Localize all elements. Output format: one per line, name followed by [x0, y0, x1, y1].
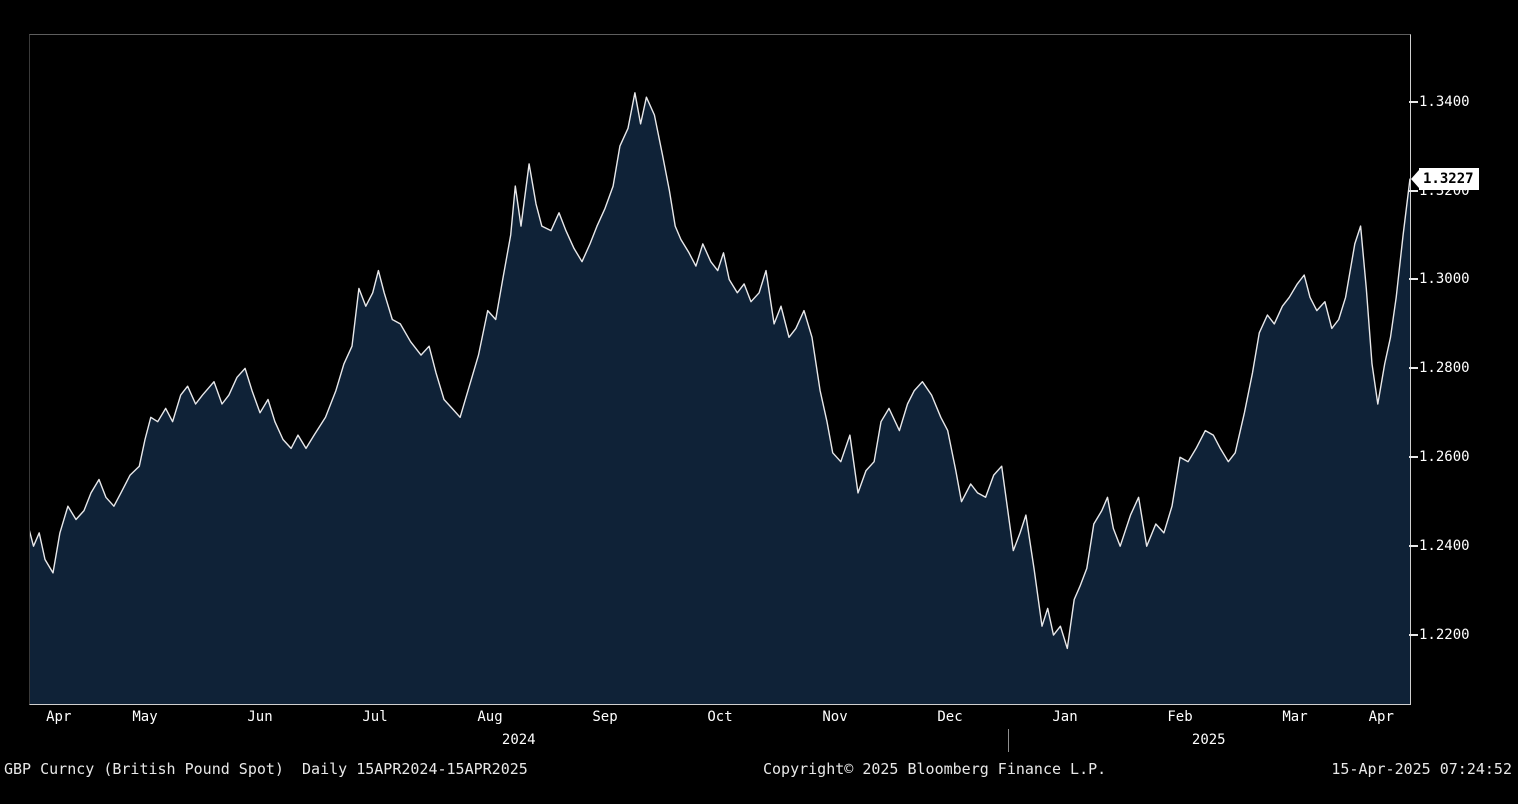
year-label: 2025	[1191, 732, 1226, 748]
security-description: GBP Curncy (British Pound Spot) Daily 15…	[4, 760, 528, 778]
price-line	[30, 92, 1410, 650]
y-tick-label: 1.3000	[1409, 271, 1470, 288]
x-tick-label: Dec	[937, 709, 963, 725]
status-bar: GBP Curncy (British Pound Spot) Daily 15…	[0, 757, 1518, 783]
chart-plot-area[interactable]	[29, 34, 1411, 705]
x-tick-label: Apr	[1368, 709, 1394, 725]
year-label: 2024	[501, 732, 536, 748]
x-tick-label: Jan	[1052, 709, 1078, 725]
year-divider	[1007, 729, 1009, 752]
y-tick-label: 1.2200	[1409, 627, 1470, 644]
y-tick-label: 1.2800	[1409, 360, 1470, 377]
x-tick-label: Apr	[46, 709, 72, 725]
last-price-label: 1.3227	[1419, 167, 1479, 190]
y-tick-label: 1.2400	[1409, 538, 1470, 555]
x-tick-label: May	[132, 709, 158, 725]
x-tick-label: Sep	[592, 709, 618, 725]
x-tick-label: Oct	[707, 709, 733, 725]
x-tick-label: Mar	[1282, 709, 1308, 725]
x-tick-label: Nov	[822, 709, 848, 725]
y-tick-label: 1.3400	[1409, 93, 1470, 110]
price-area	[30, 92, 1410, 704]
copyright-text: Copyright© 2025 Bloomberg Finance L.P.	[763, 760, 1107, 778]
x-tick-label: Feb	[1167, 709, 1193, 725]
y-tick-label: 1.2600	[1409, 449, 1470, 466]
x-tick-label: Jun	[247, 709, 273, 725]
x-tick-label: Aug	[477, 709, 503, 725]
price-chart-svg	[30, 92, 1410, 704]
x-tick-label: Jul	[362, 709, 388, 725]
timestamp: 15-Apr-2025 07:24:52	[1331, 760, 1512, 778]
